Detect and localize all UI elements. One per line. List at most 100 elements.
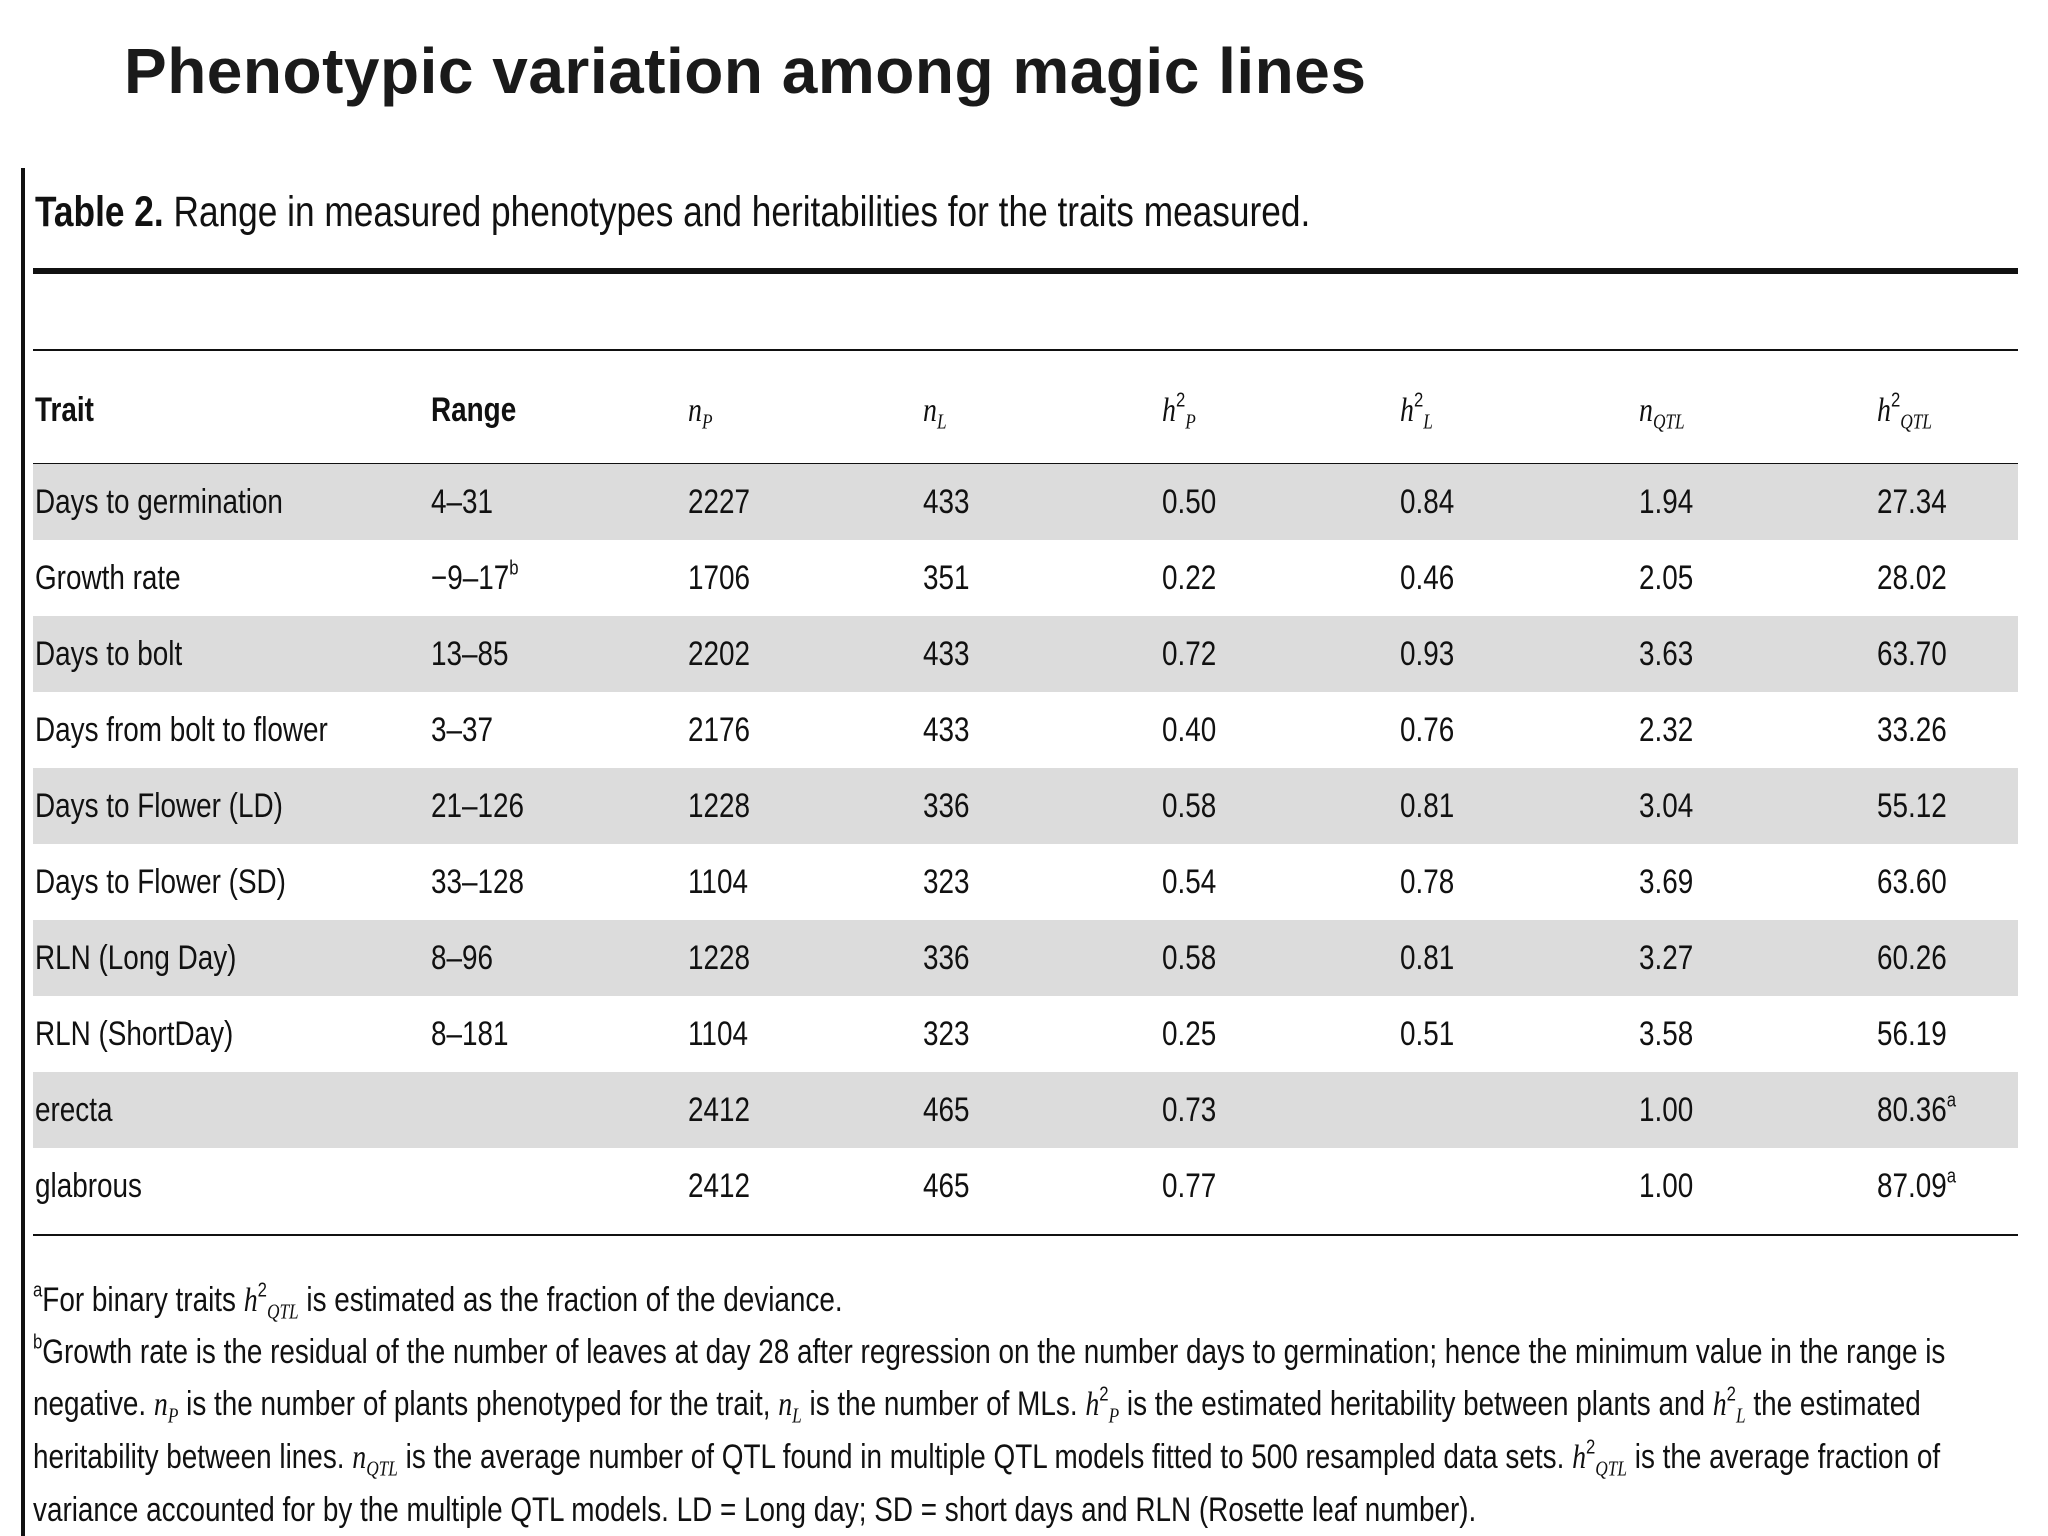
table-cell: 1.00 [1639,1072,1705,1148]
table-cell: erecta [35,1072,130,1148]
cell-text: Growth rate [35,559,181,597]
text-run: h [243,1282,258,1319]
header-row: Trait Range nP nL h2P h2L nQTL h2QTL [33,372,2018,448]
cell-text: 0.51 [1400,1015,1455,1053]
cell-text: 8–96 [431,939,494,977]
table-cell: 0.22 [1162,540,1228,616]
table-cell: 56.19 [1877,996,1962,1072]
text-run: is the number of plants phenotyped for t… [178,1385,779,1423]
cell-text: 33–128 [431,863,525,901]
table-cell: 33–128 [431,844,544,920]
table-cell: nQTL [1639,372,1695,448]
cell-text: 1104 [688,1015,748,1053]
cell-text: Days to germination [35,483,283,521]
header-rule [33,349,2018,351]
table-cell: RLN (ShortDay) [35,996,277,1072]
cell-text: nQTL [1639,372,1685,449]
cell-text: erecta [35,1091,113,1129]
table-cell: 2176 [688,692,764,768]
text-run: 80.36 [1877,1091,1947,1129]
text-run: is estimated as the fraction of the devi… [298,1281,843,1319]
cell-text: −9–17b [431,540,519,616]
cell-text: 433 [923,711,970,749]
table-cell: 2412 [688,1072,764,1148]
text-run: n [153,1386,168,1423]
table-cell: 1706 [688,540,764,616]
cell-text: 80.36a [1877,1072,1956,1148]
text-run: 2 [1890,389,1901,412]
table-cell: 0.76 [1400,692,1466,768]
table-cell: 0.58 [1162,768,1228,844]
table-cell: 465 [923,1072,980,1148]
footnote: bGrowth rate is the residual of the numb… [33,1326,2017,1536]
cell-text: 0.40 [1162,711,1217,749]
cell-text: 1.00 [1639,1167,1694,1205]
cell-text: 3–37 [431,711,494,749]
table-cell: 13–85 [431,616,526,692]
cell-text: h2QTL [1877,372,1932,449]
cell-text: 2202 [688,635,751,673]
table-row: Days from bolt to flower 3–37 2176 433 0.40 0… [33,692,2018,768]
text-run: 2 [257,1279,267,1302]
table-cell: 80.36a [1877,1072,1973,1148]
table-cell: 60.26 [1877,920,1962,996]
text-run: QTL [1900,409,1932,434]
table-cell: Days to Flower (SD) [35,844,341,920]
text-run: h [1572,1439,1587,1476]
text-run: 2 [1175,389,1186,412]
table-cell: 465 [923,1148,980,1224]
table-cell: 323 [923,844,980,920]
cell-text: 2227 [688,483,751,521]
table-cell: 0.40 [1162,692,1228,768]
cell-text: Days from bolt to flower [35,711,328,749]
text-run: n [688,392,702,429]
cell-text: 1228 [688,787,751,825]
table-cell: 0.54 [1162,844,1228,920]
table-cell: 0.25 [1162,996,1228,1072]
text-run: QTL [266,1299,299,1324]
cell-text: 1228 [688,939,751,977]
cell-text: 13–85 [431,635,509,673]
table-row: Days to Flower (LD) 21–126 1228 336 0.58 0.81… [33,768,2018,844]
cell-text: 0.78 [1400,863,1455,901]
cell-text: 465 [923,1167,970,1205]
cell-text: 63.60 [1877,863,1947,901]
cell-text: nL [923,372,947,449]
footnote: aFor binary traits h2QTL is estimated as… [33,1274,2017,1327]
table-cell: 0.58 [1162,920,1228,996]
cell-text: 1.94 [1639,483,1694,521]
table-cell: 0.84 [1400,464,1466,540]
table-cell: 1104 [688,844,761,920]
text-run: h [1877,392,1891,429]
table-cell: 1.94 [1639,464,1705,540]
cell-text: 433 [923,635,970,673]
table-cell: 323 [923,996,980,1072]
text-run: is the average number of QTL found in mu… [397,1438,1573,1476]
table-cell: 3.69 [1639,844,1705,920]
table-row: RLN (Long Day) 8–96 1228 336 0.58 0.81 3.27 60.… [33,920,2018,996]
cell-text: h2P [1162,372,1196,449]
text-run: b [33,1331,43,1354]
table-caption: Table 2. Range in measured phenotypes an… [35,188,1310,237]
text-run: n [352,1439,367,1476]
cell-text: 465 [923,1091,970,1129]
cell-text: 3.04 [1639,787,1694,825]
table-cell: 3.63 [1639,616,1705,692]
table-row: Growth rate −9–17b 1706 351 0.22 0.46 2.05 28.0… [33,540,2018,616]
cell-text: 0.58 [1162,939,1217,977]
table-cell: 28.02 [1877,540,1962,616]
table-cell: Growth rate [35,540,213,616]
text-run: P [1108,1403,1120,1428]
text-run: P [701,409,713,434]
table-cell: 8–96 [431,920,507,996]
cell-text: 0.81 [1400,939,1455,977]
table-cell: Days to germination [35,464,337,540]
table-cell: 87.09a [1877,1148,1973,1224]
table-cell: Trait [35,372,107,448]
cell-text: 0.84 [1400,483,1455,521]
cell-text: nP [688,372,713,449]
table-cell: −9–17b [431,540,538,616]
cell-text: 0.76 [1400,711,1455,749]
table-cell: 1104 [688,996,761,1072]
text-run: a [1946,1165,1957,1188]
